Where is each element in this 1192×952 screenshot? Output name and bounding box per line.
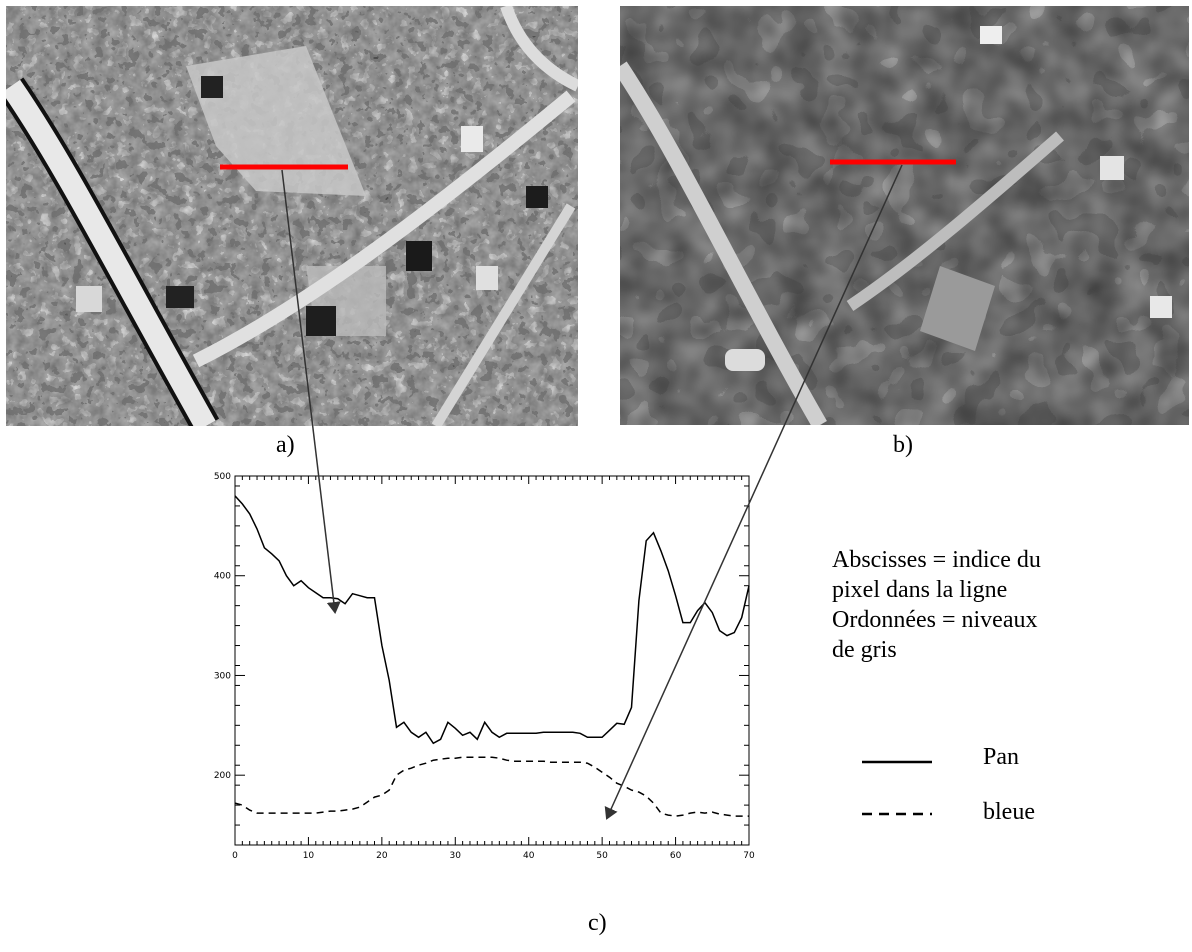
description-line-4: de gris bbox=[832, 637, 897, 663]
series-bleue-line bbox=[234, 756, 749, 817]
aerial-photo-a-graphic bbox=[6, 6, 578, 426]
profile-chart: 0 10 20 30 40 50 60 70 200 300 400 500 bbox=[214, 472, 755, 861]
caption-a: a) bbox=[276, 432, 295, 458]
description-line-1: Abscisses = indice du bbox=[832, 547, 1041, 573]
arrow-a-to-pan bbox=[281, 169, 341, 614]
x-tick-label: 0 bbox=[232, 851, 238, 861]
y-axis-ticks: 200 300 400 500 bbox=[214, 472, 749, 781]
series-pan-line bbox=[234, 495, 750, 745]
x-tick-label: 70 bbox=[743, 851, 755, 861]
x-tick-label: 40 bbox=[523, 851, 535, 861]
minor-ticks bbox=[234, 476, 750, 846]
aerial-photo-b-graphic bbox=[620, 6, 1189, 425]
x-tick-label: 30 bbox=[450, 851, 462, 861]
x-tick-label: 50 bbox=[596, 851, 608, 861]
y-tick-label: 200 bbox=[214, 771, 231, 781]
x-tick-label: 10 bbox=[303, 851, 315, 861]
aerial-photo-panchromatic bbox=[6, 6, 578, 426]
caption-b: b) bbox=[893, 432, 913, 458]
legend-label-pan: Pan bbox=[983, 744, 1019, 770]
y-tick-label: 400 bbox=[214, 572, 231, 582]
y-tick-label: 500 bbox=[214, 472, 231, 482]
arrow-b-to-bleue bbox=[604, 164, 903, 820]
legend-label-bleue: bleue bbox=[983, 799, 1035, 825]
x-tick-label: 60 bbox=[670, 851, 682, 861]
caption-c: c) bbox=[588, 910, 607, 936]
chart-frame bbox=[234, 475, 750, 846]
description-line-2: pixel dans la ligne bbox=[832, 577, 1008, 603]
y-tick-label: 300 bbox=[214, 671, 231, 681]
axis-description: Abscisses = indice du pixel dans la lign… bbox=[832, 545, 1132, 665]
x-tick-label: 20 bbox=[376, 851, 388, 861]
aerial-photo-blue-band bbox=[620, 6, 1189, 425]
description-line-3: Ordonnées = niveaux bbox=[832, 607, 1038, 633]
x-axis-ticks: 0 10 20 30 40 50 60 70 bbox=[232, 851, 755, 861]
